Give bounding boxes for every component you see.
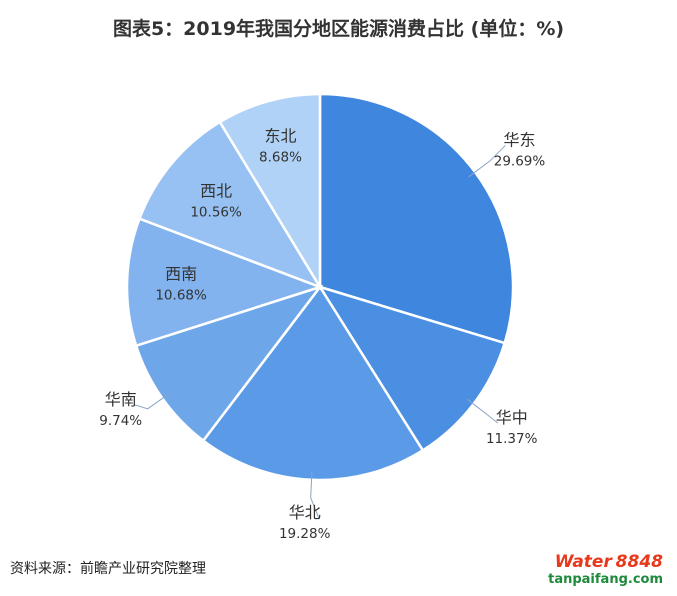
- watermark-brand-number: 8848: [615, 552, 663, 572]
- slice-value-5: 10.68%: [155, 287, 207, 303]
- leader-line-1: [468, 144, 506, 178]
- watermark-site: tanpaifang.com: [548, 572, 663, 587]
- slice-value-7: 8.68%: [259, 150, 302, 166]
- slice-value-4: 9.74%: [99, 413, 142, 429]
- leader-line-3: [310, 471, 320, 518]
- slice-label-7: 东北: [264, 127, 296, 146]
- slice-label-3: 华北: [289, 503, 321, 522]
- slice-label-6: 西北: [200, 182, 232, 201]
- leader-line-2: [466, 398, 499, 424]
- slice-value-1: 29.69%: [494, 153, 546, 169]
- pie-slice-6: [137, 120, 323, 290]
- slice-value-2: 11.37%: [486, 431, 538, 447]
- slice-value-3: 19.28%: [279, 526, 331, 542]
- chart-title: 图表5：2019年我国分地区能源消费占比 (单位：%): [112, 18, 565, 40]
- slice-value-6: 10.56%: [190, 205, 242, 221]
- slice-label-4: 华南: [105, 390, 137, 409]
- leader-line-4: [134, 393, 170, 410]
- slice-label-1: 华东: [503, 130, 535, 149]
- source-note: 资料来源：前瞻产业研究院整理: [10, 561, 206, 577]
- pie-slice-7: [218, 92, 322, 292]
- slice-label-2: 华中: [496, 408, 528, 427]
- pie-slice-5: [125, 217, 324, 348]
- slice-label-5: 西南: [165, 264, 197, 283]
- watermark: Water 8848 tanpaifang.com: [548, 552, 663, 587]
- watermark-brand: Water: [554, 552, 612, 572]
